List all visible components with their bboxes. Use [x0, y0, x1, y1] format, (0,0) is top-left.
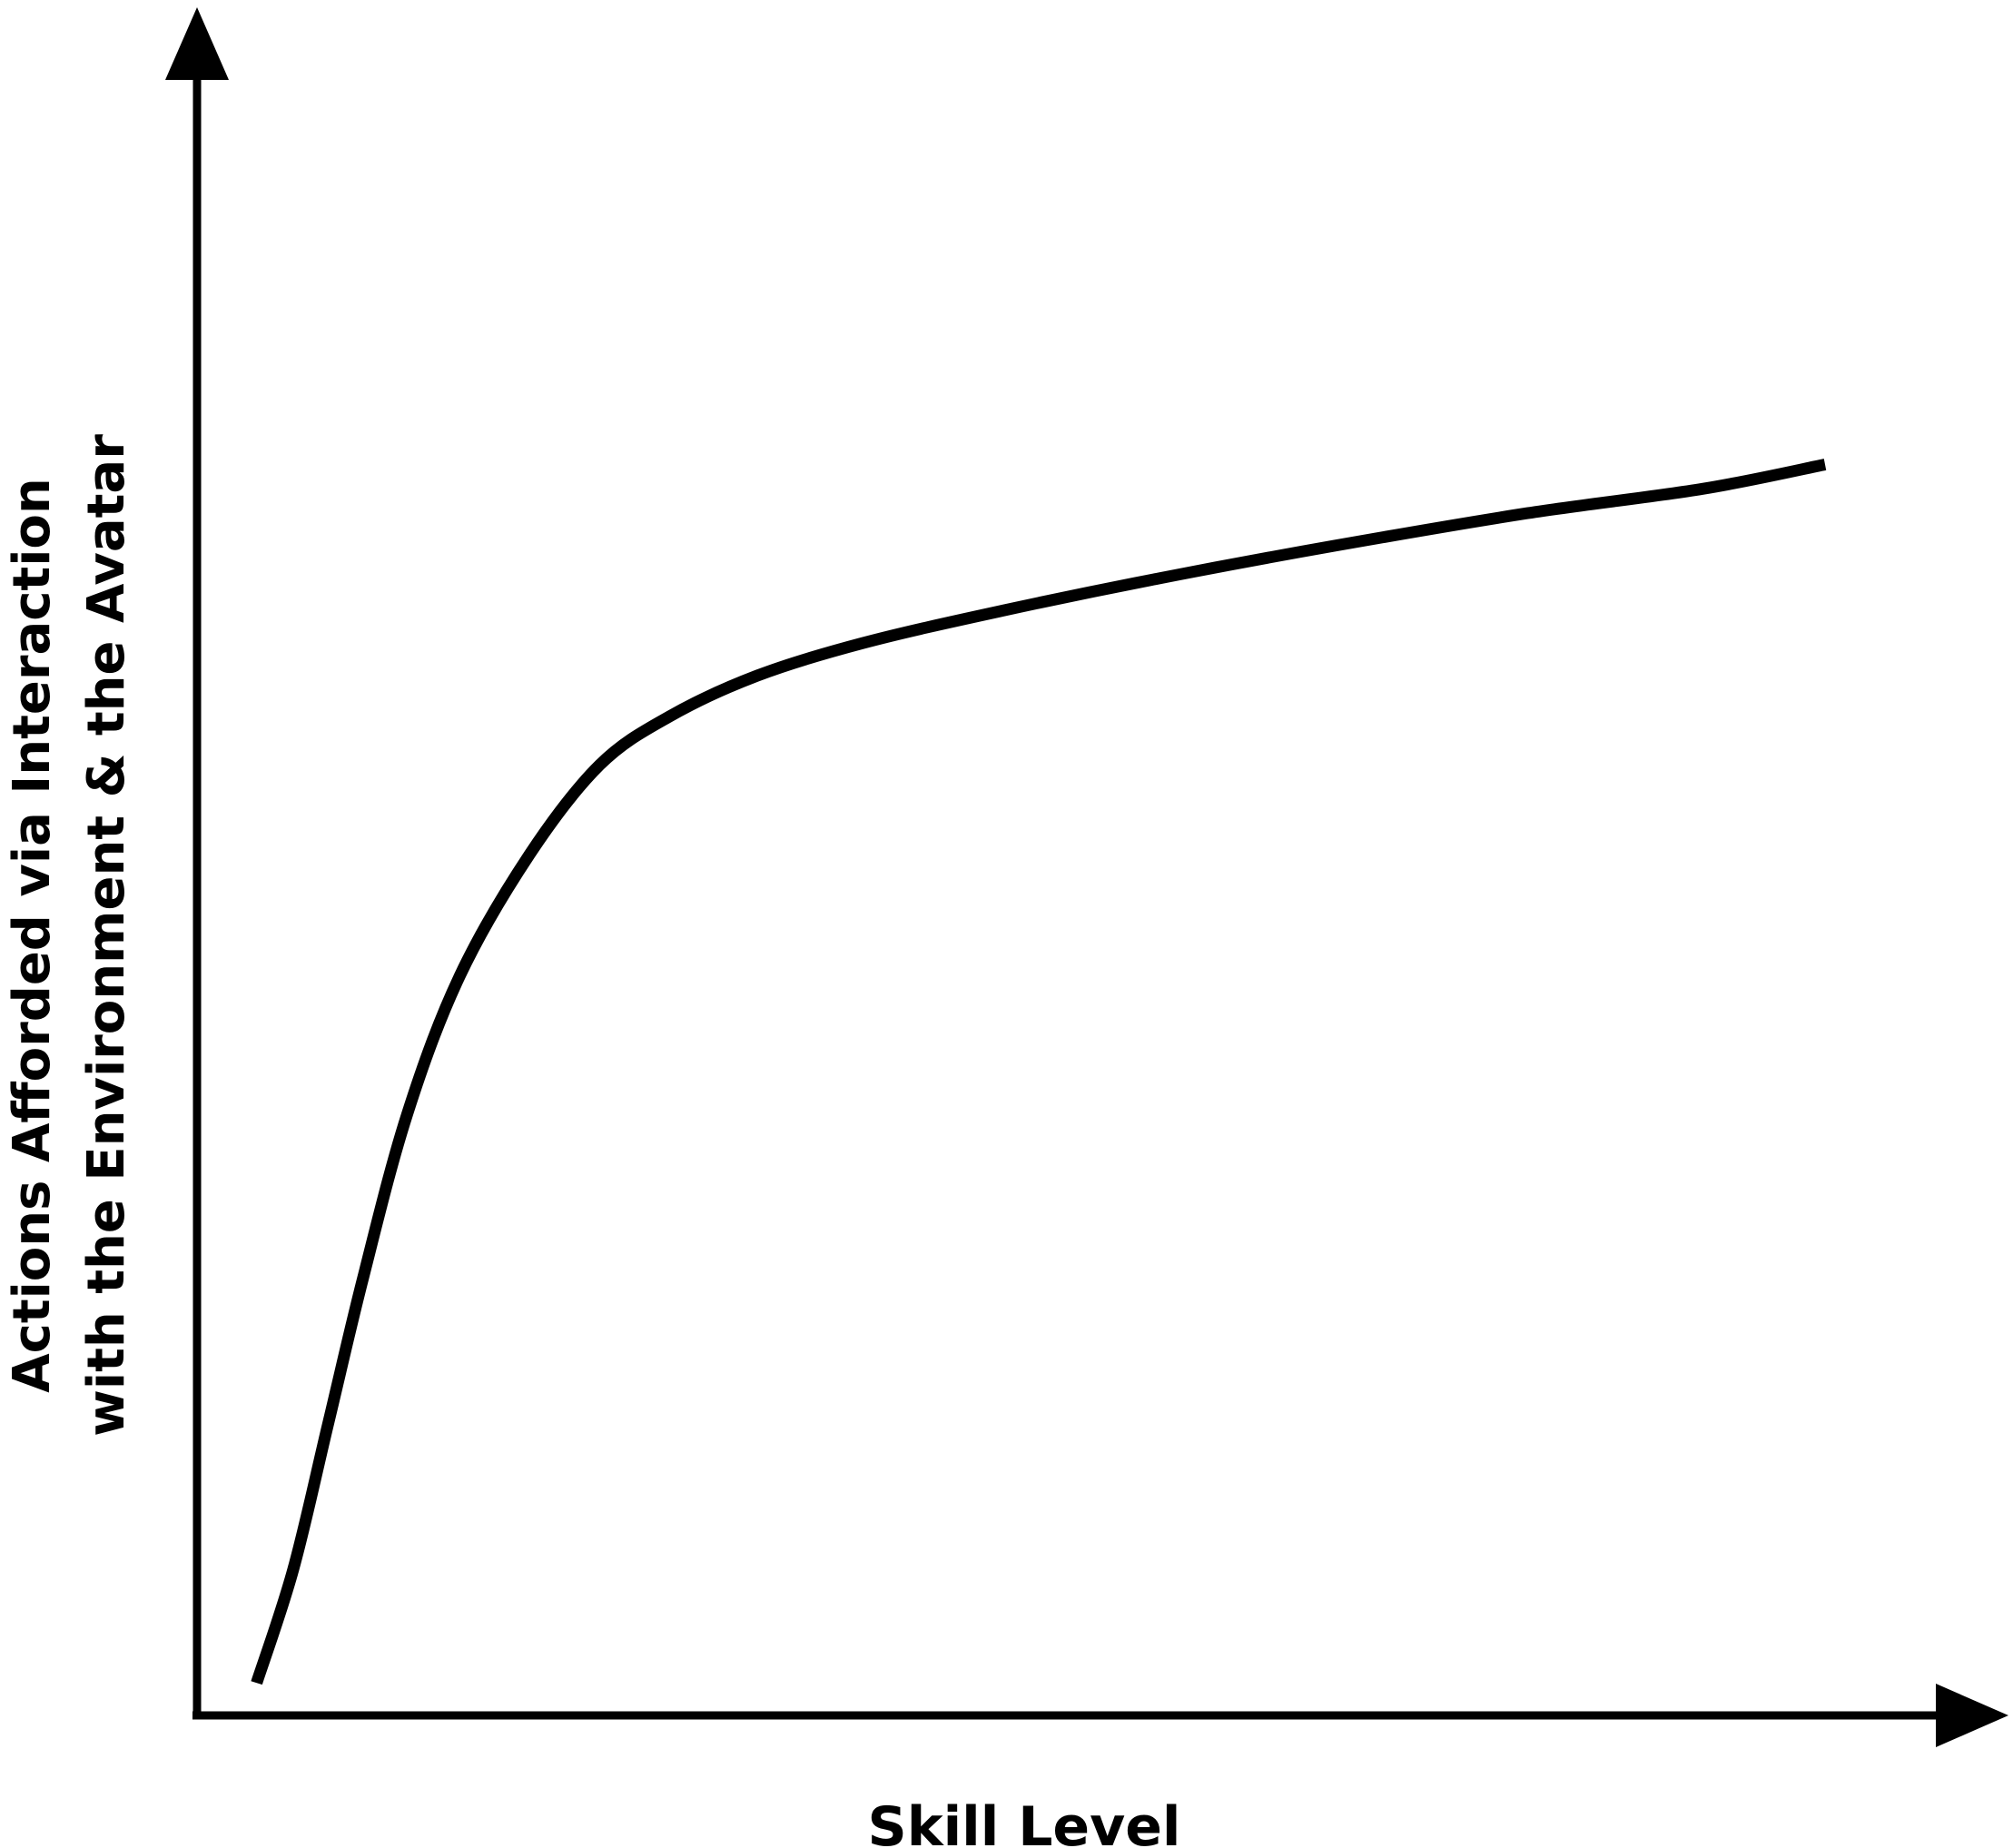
y-axis-label-line-2: with the Environment & the Avatar: [77, 434, 136, 1437]
series-line: [251, 459, 1827, 1685]
y-axis: [165, 7, 229, 1719]
series-points: [252, 460, 1830, 1689]
x-axis: [192, 1684, 2008, 1747]
y-axis-label-line-1: Actions Afforded via Interaction: [3, 478, 62, 1392]
x-axis-arrowhead-icon: [1936, 1684, 2008, 1747]
x-axis-label: Skill Level: [868, 1795, 1181, 1848]
y-axis-arrowhead-icon: [165, 7, 229, 80]
